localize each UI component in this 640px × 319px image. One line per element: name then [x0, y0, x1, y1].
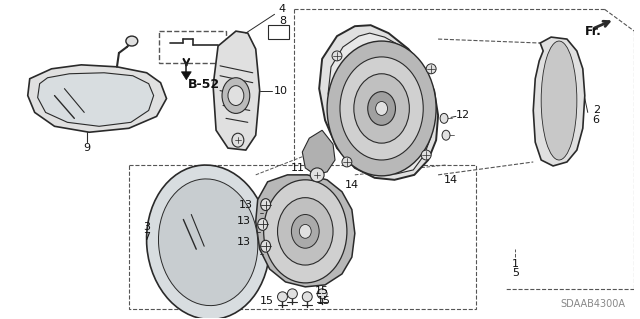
Ellipse shape: [232, 133, 244, 147]
Text: 13: 13: [239, 200, 253, 210]
Ellipse shape: [541, 41, 577, 160]
Ellipse shape: [442, 130, 450, 140]
Polygon shape: [256, 175, 355, 287]
Ellipse shape: [264, 180, 347, 283]
Text: 15: 15: [260, 296, 273, 306]
Text: 14: 14: [444, 175, 458, 185]
Text: 14: 14: [345, 180, 359, 190]
Ellipse shape: [332, 51, 342, 61]
Ellipse shape: [287, 289, 298, 299]
Text: 11: 11: [291, 163, 305, 173]
Ellipse shape: [300, 225, 311, 238]
Text: 15: 15: [317, 296, 331, 306]
Polygon shape: [38, 73, 154, 126]
Ellipse shape: [258, 219, 268, 230]
Ellipse shape: [354, 74, 410, 143]
Ellipse shape: [222, 78, 250, 114]
Text: 13: 13: [237, 237, 251, 247]
Ellipse shape: [342, 157, 352, 167]
Polygon shape: [319, 25, 438, 180]
Text: 7: 7: [143, 232, 150, 242]
Polygon shape: [533, 37, 585, 166]
Polygon shape: [328, 33, 432, 174]
Polygon shape: [28, 65, 166, 132]
Ellipse shape: [147, 165, 269, 319]
Text: SDAAB4300A: SDAAB4300A: [560, 299, 625, 309]
Ellipse shape: [278, 198, 333, 265]
Text: 1: 1: [512, 259, 519, 269]
Ellipse shape: [126, 36, 138, 46]
Ellipse shape: [291, 214, 319, 248]
Ellipse shape: [228, 86, 244, 106]
Text: 5: 5: [512, 268, 519, 278]
Bar: [129, 165, 476, 309]
Polygon shape: [213, 31, 260, 150]
Text: 6: 6: [593, 115, 600, 125]
Polygon shape: [181, 72, 191, 80]
Text: 13: 13: [237, 217, 251, 226]
Ellipse shape: [368, 92, 396, 125]
Text: 12: 12: [456, 110, 470, 120]
Text: Fr.: Fr.: [585, 25, 602, 38]
Text: 9: 9: [84, 143, 91, 153]
Ellipse shape: [302, 292, 312, 302]
Bar: [268, 25, 289, 39]
Ellipse shape: [426, 64, 436, 74]
Ellipse shape: [327, 41, 436, 176]
Ellipse shape: [159, 179, 258, 306]
Ellipse shape: [317, 289, 327, 299]
Text: 8: 8: [279, 16, 286, 26]
Ellipse shape: [421, 150, 431, 160]
Ellipse shape: [310, 168, 324, 182]
Text: 2: 2: [593, 106, 600, 115]
Ellipse shape: [440, 114, 448, 123]
Text: 10: 10: [273, 85, 287, 96]
Ellipse shape: [376, 101, 388, 115]
Text: B-52: B-52: [188, 78, 220, 91]
Text: 4: 4: [279, 4, 286, 14]
Ellipse shape: [260, 199, 271, 211]
Bar: [159, 31, 226, 63]
Text: 15: 15: [315, 286, 329, 296]
Polygon shape: [302, 130, 335, 175]
Text: 3: 3: [143, 222, 150, 233]
Ellipse shape: [278, 292, 287, 302]
Ellipse shape: [340, 57, 423, 160]
Ellipse shape: [260, 240, 271, 252]
